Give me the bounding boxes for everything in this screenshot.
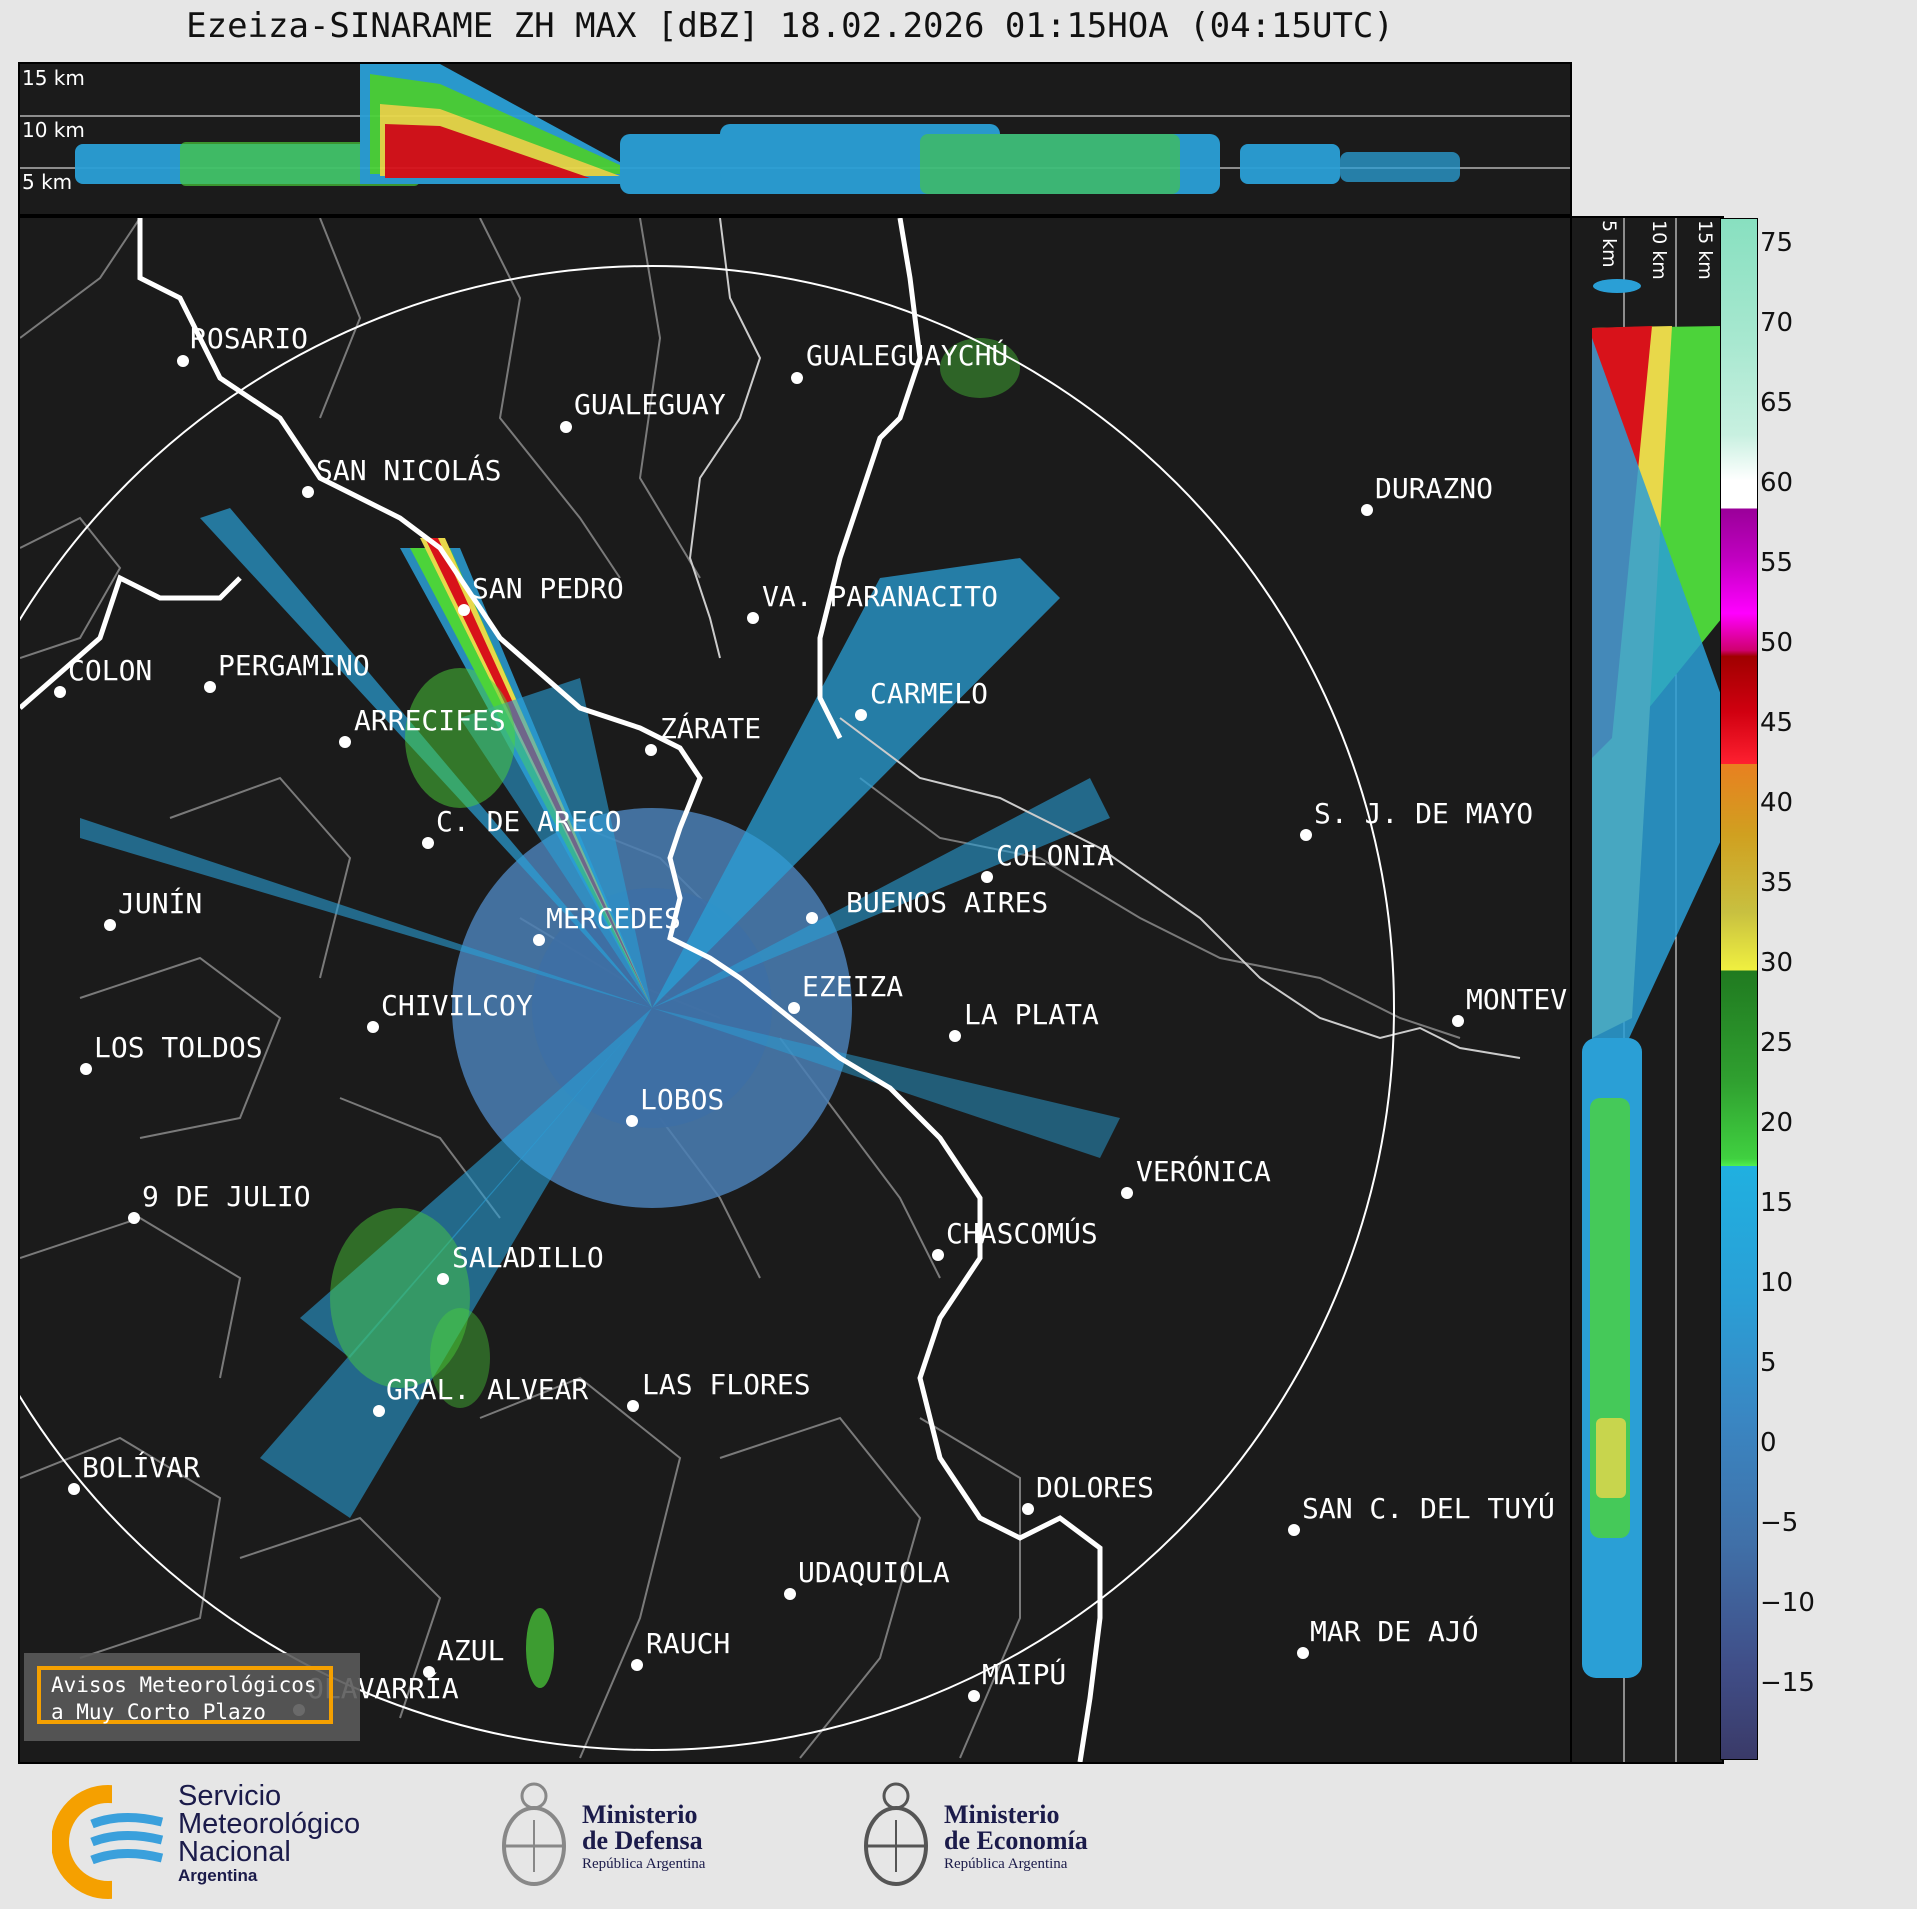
dbz-colorbar <box>1720 218 1758 1760</box>
coastline-borders <box>20 218 1103 1762</box>
economia-coat-of-arms-icon <box>864 1782 928 1886</box>
colorbar-tick-20: 20 <box>1760 1108 1794 1138</box>
city-label-c-de-areco: C. DE ARECO <box>436 805 622 838</box>
colorbar-tick-30: 30 <box>1760 948 1794 978</box>
colorbar-tick-55: 55 <box>1760 548 1794 578</box>
radar-echoes <box>80 338 1120 1688</box>
side-height-label-10km: 10 km <box>1648 220 1670 280</box>
defensa-line-3: República Argentina <box>582 1856 706 1872</box>
colorbar-tick-40: 40 <box>1760 788 1794 818</box>
colorbar-tick-65: 65 <box>1760 388 1794 418</box>
top-cross-section-panel: 15 km 10 km 5 km <box>18 62 1572 216</box>
range-ring <box>20 265 1395 1751</box>
colorbar-tick-25: 25 <box>1760 1028 1794 1058</box>
city-label-chivilcoy: CHIVILCOY <box>381 989 533 1022</box>
colorbar-tick-10: 10 <box>1760 1268 1794 1298</box>
colorbar-tick-60: 60 <box>1760 468 1794 498</box>
city-label-la-plata: LA PLATA <box>964 998 1099 1031</box>
warning-box[interactable]: Avisos Meteorológicos a Muy Corto Plazo <box>24 1653 360 1741</box>
colorbar-tick-minus5: −5 <box>1760 1508 1799 1538</box>
city-label-gral-alvear: GRAL. ALVEAR <box>386 1373 589 1406</box>
city-label-durazno: DURAZNO <box>1375 472 1494 505</box>
rivers <box>688 218 1521 1059</box>
city-label-san-nicolas: SAN NICOLÁS <box>316 454 502 487</box>
map-title: Ezeiza-SINARAME ZH MAX [dBZ] 18.02.2026 … <box>186 6 1394 46</box>
colorbar-tick-35: 35 <box>1760 868 1794 898</box>
city-label-chascomus: CHASCOMÚS <box>946 1217 1098 1250</box>
colorbar-tick-5: 5 <box>1760 1348 1777 1378</box>
smn-line-4: Argentina <box>178 1866 258 1885</box>
colorbar-tick-15: 15 <box>1760 1188 1794 1218</box>
city-label-carmelo: CARMELO <box>870 677 989 710</box>
city-label-gualeguaychu: GUALEGUAYCHÚ <box>806 339 1009 372</box>
warning-box-frame[interactable]: Avisos Meteorológicos a Muy Corto Plazo <box>37 1666 333 1724</box>
economia-logo-text: Ministerio de Economía República Argenti… <box>944 1802 1088 1874</box>
economia-line-2: de Economía <box>944 1826 1088 1855</box>
colorbar-tick-75: 75 <box>1760 228 1794 258</box>
city-markers <box>54 355 1464 1716</box>
defensa-coat-of-arms-icon <box>502 1782 566 1886</box>
city-label-rauch: RAUCH <box>646 1627 731 1660</box>
city-label-los-toldos: LOS TOLDOS <box>94 1031 263 1064</box>
colorbar-tick-0: 0 <box>1760 1428 1777 1458</box>
city-label-mercedes: MERCEDES <box>546 902 681 935</box>
city-label-montev: MONTEV <box>1466 983 1568 1016</box>
top-height-label-10km: 10 km <box>22 118 85 142</box>
smn-logo-text: Servicio Meteorológico Nacional Argentin… <box>178 1782 360 1886</box>
side-height-label-15km: 15 km <box>1694 220 1716 280</box>
city-label-san-c-del-tuyu: SAN C. DEL TUYÚ <box>1302 1492 1555 1525</box>
city-label-arrecifes: ARRECIFES <box>354 704 506 737</box>
economia-line-1: Ministerio <box>944 1800 1060 1829</box>
smn-logo-icon <box>52 1784 172 1904</box>
city-label-lobos: LOBOS <box>640 1083 725 1116</box>
side-cross-section-panel: 5 km 10 km 15 km <box>1570 216 1724 1764</box>
city-label-gualeguay: GUALEGUAY <box>574 388 726 421</box>
radar-map-panel: ROSARIO GUALEGUAYCHÚ GUALEGUAY SAN NICOL… <box>18 216 1572 1764</box>
city-label-s-j-de-mayo: S. J. DE MAYO <box>1314 797 1534 830</box>
top-height-label-5km: 5 km <box>22 170 73 194</box>
colorbar-tick-50: 50 <box>1760 628 1794 658</box>
city-label-udaquiola: UDAQUIOLA <box>798 1556 950 1589</box>
city-label-buenos-aires: BUENOS AIRES <box>846 886 1049 919</box>
smn-line-3: Nacional <box>178 1836 291 1868</box>
warning-line-1: Avisos Meteorológicos <box>51 1673 317 1697</box>
colorbar-tick-minus15: −15 <box>1760 1668 1815 1698</box>
city-label-san-pedro: SAN PEDRO <box>472 572 624 605</box>
city-label-colonia: COLONIA <box>996 839 1115 872</box>
city-label-zarate: ZÁRATE <box>660 712 762 745</box>
city-label-saladillo: SALADILLO <box>452 1241 604 1274</box>
smn-line-1: Servicio <box>178 1780 282 1812</box>
city-label-bolivar: BOLÍVAR <box>82 1451 201 1484</box>
city-label-dolores: DOLORES <box>1036 1471 1155 1504</box>
warning-line-2: a Muy Corto Plazo <box>51 1700 266 1724</box>
city-label-las-flores: LAS FLORES <box>642 1368 811 1401</box>
economia-line-3: República Argentina <box>944 1856 1068 1872</box>
colorbar-tick-45: 45 <box>1760 708 1794 738</box>
defensa-line-2: de Defensa <box>582 1826 703 1855</box>
top-cross-section-echoes <box>20 64 1570 194</box>
city-label-ezeiza: EZEIZA <box>802 970 904 1003</box>
side-height-label-5km: 5 km <box>1598 220 1620 268</box>
colorbar-tick-70: 70 <box>1760 308 1794 338</box>
defensa-logo-text: Ministerio de Defensa República Argentin… <box>582 1802 705 1874</box>
city-label-maipu: MAIPÚ <box>982 1658 1067 1691</box>
city-label-azul: AZUL <box>437 1634 505 1667</box>
city-label-va-paranacito: VA. PARANACITO <box>762 580 999 613</box>
city-label-colon: COLON <box>68 654 153 687</box>
radar-map-canvas <box>20 218 1521 1762</box>
side-cross-section-echoes <box>1582 218 1722 1762</box>
footer-logos: Servicio Meteorológico Nacional Argentin… <box>0 1762 1917 1909</box>
smn-line-2: Meteorológico <box>178 1808 361 1840</box>
colorbar-tick-minus10: −10 <box>1760 1588 1815 1618</box>
city-label-veronica: VERÓNICA <box>1136 1155 1271 1188</box>
top-height-label-15km: 15 km <box>22 66 85 90</box>
city-label-rosario: ROSARIO <box>190 322 309 355</box>
city-label-pergamino: PERGAMINO <box>218 649 370 682</box>
city-label-mar-de-ajo: MAR DE AJÓ <box>1310 1615 1479 1648</box>
city-label-9-de-julio: 9 DE JULIO <box>142 1180 311 1213</box>
city-label-junin: JUNÍN <box>118 887 203 920</box>
defensa-line-1: Ministerio <box>582 1800 698 1829</box>
